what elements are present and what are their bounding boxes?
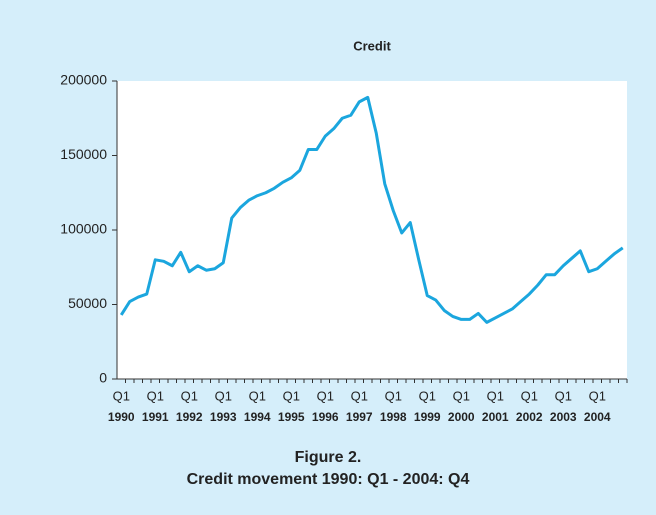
x-tick-label: Q1 [555, 388, 572, 403]
x-tick-label: Q1 [487, 388, 504, 403]
y-tick-label: 150000 [60, 146, 107, 162]
x-group-label: 1997 [346, 410, 373, 424]
x-tick-label: Q1 [181, 388, 198, 403]
x-group-label: 2000 [448, 410, 475, 424]
x-group-label: 2002 [516, 410, 543, 424]
x-group-label: 2001 [482, 410, 509, 424]
x-group-label: 1994 [244, 410, 271, 424]
line [119, 95, 624, 324]
x-group-label: 1999 [414, 410, 441, 424]
x-tick-label: Q1 [249, 388, 266, 403]
x-group-label: 1996 [312, 410, 339, 424]
x-group-label: 2004 [584, 410, 611, 424]
x-group-label: 1990 [108, 410, 135, 424]
y-tick-label: 100000 [60, 221, 107, 237]
x-tick-label: Q1 [113, 388, 130, 403]
plot-area [117, 81, 627, 379]
y-tick-label: 50000 [68, 295, 107, 311]
x-tick-label: Q1 [385, 388, 402, 403]
x-group-label: 1991 [142, 410, 169, 424]
figure-label: Figure 2. [295, 449, 362, 466]
x-group-label: 1992 [176, 410, 203, 424]
y-tick-label: 200000 [60, 72, 107, 88]
x-tick-label: Q1 [351, 388, 368, 403]
x-tick-label: Q1 [419, 388, 436, 403]
x-tick-label: Q1 [317, 388, 334, 403]
x-group-label: 1995 [278, 410, 305, 424]
x-group-label: 2003 [550, 410, 577, 424]
x-tick-label: Q1 [147, 388, 164, 403]
x-tick-label: Q1 [283, 388, 300, 403]
x-tick-label: Q1 [521, 388, 538, 403]
caption: Credit movement 1990: Q1 - 2004: Q4 [187, 471, 470, 488]
x-group-label: 1998 [380, 410, 407, 424]
x-tick-label: Q1 [215, 388, 232, 403]
chart-title: Credit [353, 38, 391, 53]
x-group-label: 1993 [210, 410, 237, 424]
y-tick-label: 0 [99, 370, 107, 386]
x-tick-label: Q1 [453, 388, 470, 403]
x-tick-label: Q1 [589, 388, 606, 403]
